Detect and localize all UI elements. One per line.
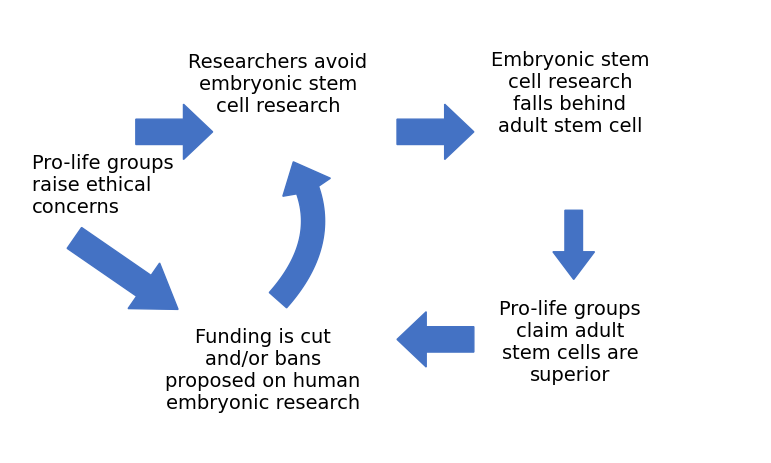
Polygon shape xyxy=(67,228,178,310)
Polygon shape xyxy=(136,105,213,160)
Polygon shape xyxy=(269,163,331,308)
Text: Researchers avoid
embryonic stem
cell research: Researchers avoid embryonic stem cell re… xyxy=(188,53,368,116)
Text: Embryonic stem
cell research
falls behind
adult stem cell: Embryonic stem cell research falls behin… xyxy=(490,51,649,136)
Text: Pro-life groups
raise ethical
concerns: Pro-life groups raise ethical concerns xyxy=(32,154,173,217)
Polygon shape xyxy=(397,312,474,367)
Text: Funding is cut
and/or bans
proposed on human
embryonic research: Funding is cut and/or bans proposed on h… xyxy=(165,327,360,412)
Text: Pro-life groups
claim adult
stem cells are
superior: Pro-life groups claim adult stem cells a… xyxy=(499,300,641,384)
Polygon shape xyxy=(553,211,594,280)
Polygon shape xyxy=(397,105,474,160)
